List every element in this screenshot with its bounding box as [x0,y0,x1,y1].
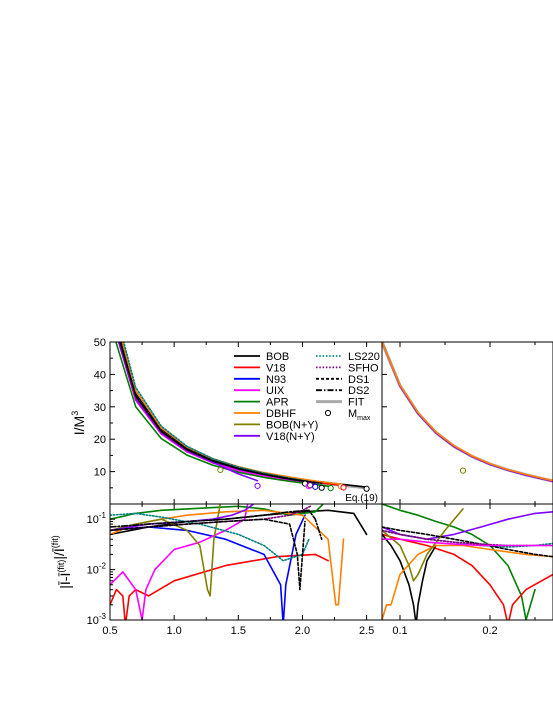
y-tick-label: 10-1 [87,511,107,526]
series-v18-line [382,533,553,620]
legend-label-ls220: LS220 [348,351,380,363]
x-tick-label: 0.1 [392,625,407,637]
legend-label-apr: APR [266,397,289,409]
y-tick-label: 50 [94,337,106,349]
x-tick-label: 2.5 [359,625,374,637]
lower-right-frame [381,503,553,621]
equation-annotation: Eq.(19) [345,493,378,504]
series-apr-line [110,504,325,521]
upper-right-plot-area [382,342,553,483]
series-v18-line [110,553,329,620]
legend-label-v18: V18 [266,362,286,374]
legend-marker-m [324,409,332,417]
mmax-marker [340,484,347,491]
series-fit-line [382,342,553,483]
x-tick-label: 1.0 [167,625,182,637]
legend-label-bob: BOB [266,351,289,363]
series-dbhf-line [121,342,342,486]
lower-right-plot-area [382,504,553,620]
x-tick-label: 0.5 [102,625,117,637]
x-tick-label: 1.5 [231,625,246,637]
series-v18-n-y-line [382,342,553,483]
x-tick-label: 2.0 [295,625,310,637]
series-bob-n-y-line [382,508,464,582]
lower-left-plot-area [110,504,368,620]
series-v18-line [118,342,342,487]
y-axis-title-lower: |Ī-Ī(fit)|/Ī(fit) [50,535,73,589]
series-ds1-line [382,526,553,558]
y-tick-label: 30 [94,402,106,414]
mmax-marker [217,466,224,474]
legend-label-n93: N93 [266,374,286,386]
series-fit-line [118,342,369,490]
series-uix-line [382,538,553,547]
legend-label-uix: UIX [266,385,285,397]
series-ds2-line [110,509,323,541]
y-tick-label: 10-3 [87,612,107,627]
y-axis-title-upper: I/M3 [70,411,87,435]
series-ds1-line [110,518,306,591]
upper-right-frame [381,341,553,505]
series-bob-line [120,342,368,489]
series-bob-n-y-line [110,504,222,597]
mmax-marker [459,467,467,474]
y-tick-label: 20 [94,434,106,446]
mmax-marker [363,485,370,492]
series-bob-n-y-line [119,342,222,465]
series-sfho-line [110,505,312,532]
series-apr-line [382,504,536,620]
series-uix-line [110,504,249,620]
legend-label-sfho: SFHO [348,362,379,374]
x-tick-label: 0.2 [482,625,497,637]
series-dbhf-line [382,544,553,620]
series-bob-line [382,533,437,620]
series-ds2-line [119,342,323,485]
series-n93-line [110,514,306,620]
legend-label-m: Mmax [348,408,371,422]
legend-label-bob-n-y: BOB(N+Y) [266,419,318,431]
upper-left-plot-area [115,342,370,492]
legend-label-ds2: DS2 [348,385,369,397]
mmax-marker [254,482,261,489]
upper-left-frame [109,341,383,505]
y-tick-label: 40 [94,369,106,381]
series-dbhf-line [382,342,553,482]
legend-label-fit: FIT [348,397,365,409]
mmax-marker [312,483,319,490]
mmax-marker [327,485,334,492]
legend-label-v18-n-y: V18(N+Y) [266,431,315,443]
legend-label-dbhf: DBHF [266,408,296,420]
y-tick-label: 10 [94,467,106,479]
mmax-marker [318,484,325,491]
series-ls220-line [110,512,310,562]
y-tick-label: 10-2 [87,562,107,577]
legend-label-ds1: DS1 [348,374,369,386]
series-v18-n-y-line [110,504,255,532]
mmax-marker [307,482,314,489]
